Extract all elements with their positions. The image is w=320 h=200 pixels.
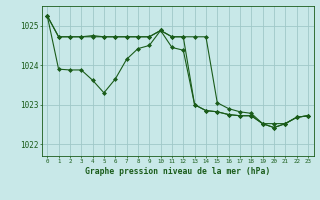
X-axis label: Graphe pression niveau de la mer (hPa): Graphe pression niveau de la mer (hPa) bbox=[85, 167, 270, 176]
